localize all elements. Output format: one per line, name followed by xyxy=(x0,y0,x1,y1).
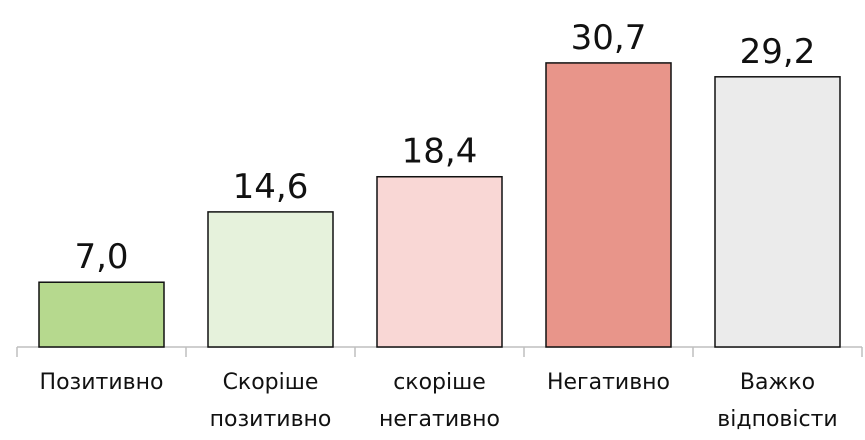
data-label: 7,0 xyxy=(74,237,128,277)
x-tick-label: Позитивно xyxy=(39,370,164,395)
x-tick-label: скоріше негативно xyxy=(379,370,500,432)
data-label: 29,2 xyxy=(740,32,816,72)
bar xyxy=(207,211,334,348)
x-tick-label: Скоріше позитивно xyxy=(209,370,332,432)
bar xyxy=(376,175,503,348)
data-label: 14,6 xyxy=(233,167,309,207)
bar xyxy=(714,76,841,348)
data-label: 30,7 xyxy=(571,18,647,58)
data-label: 18,4 xyxy=(402,132,478,172)
bar xyxy=(545,62,672,348)
bar xyxy=(38,281,165,348)
x-tick-label: Важко відповісти xyxy=(717,370,838,432)
x-tick-label: Негативно xyxy=(546,370,671,395)
